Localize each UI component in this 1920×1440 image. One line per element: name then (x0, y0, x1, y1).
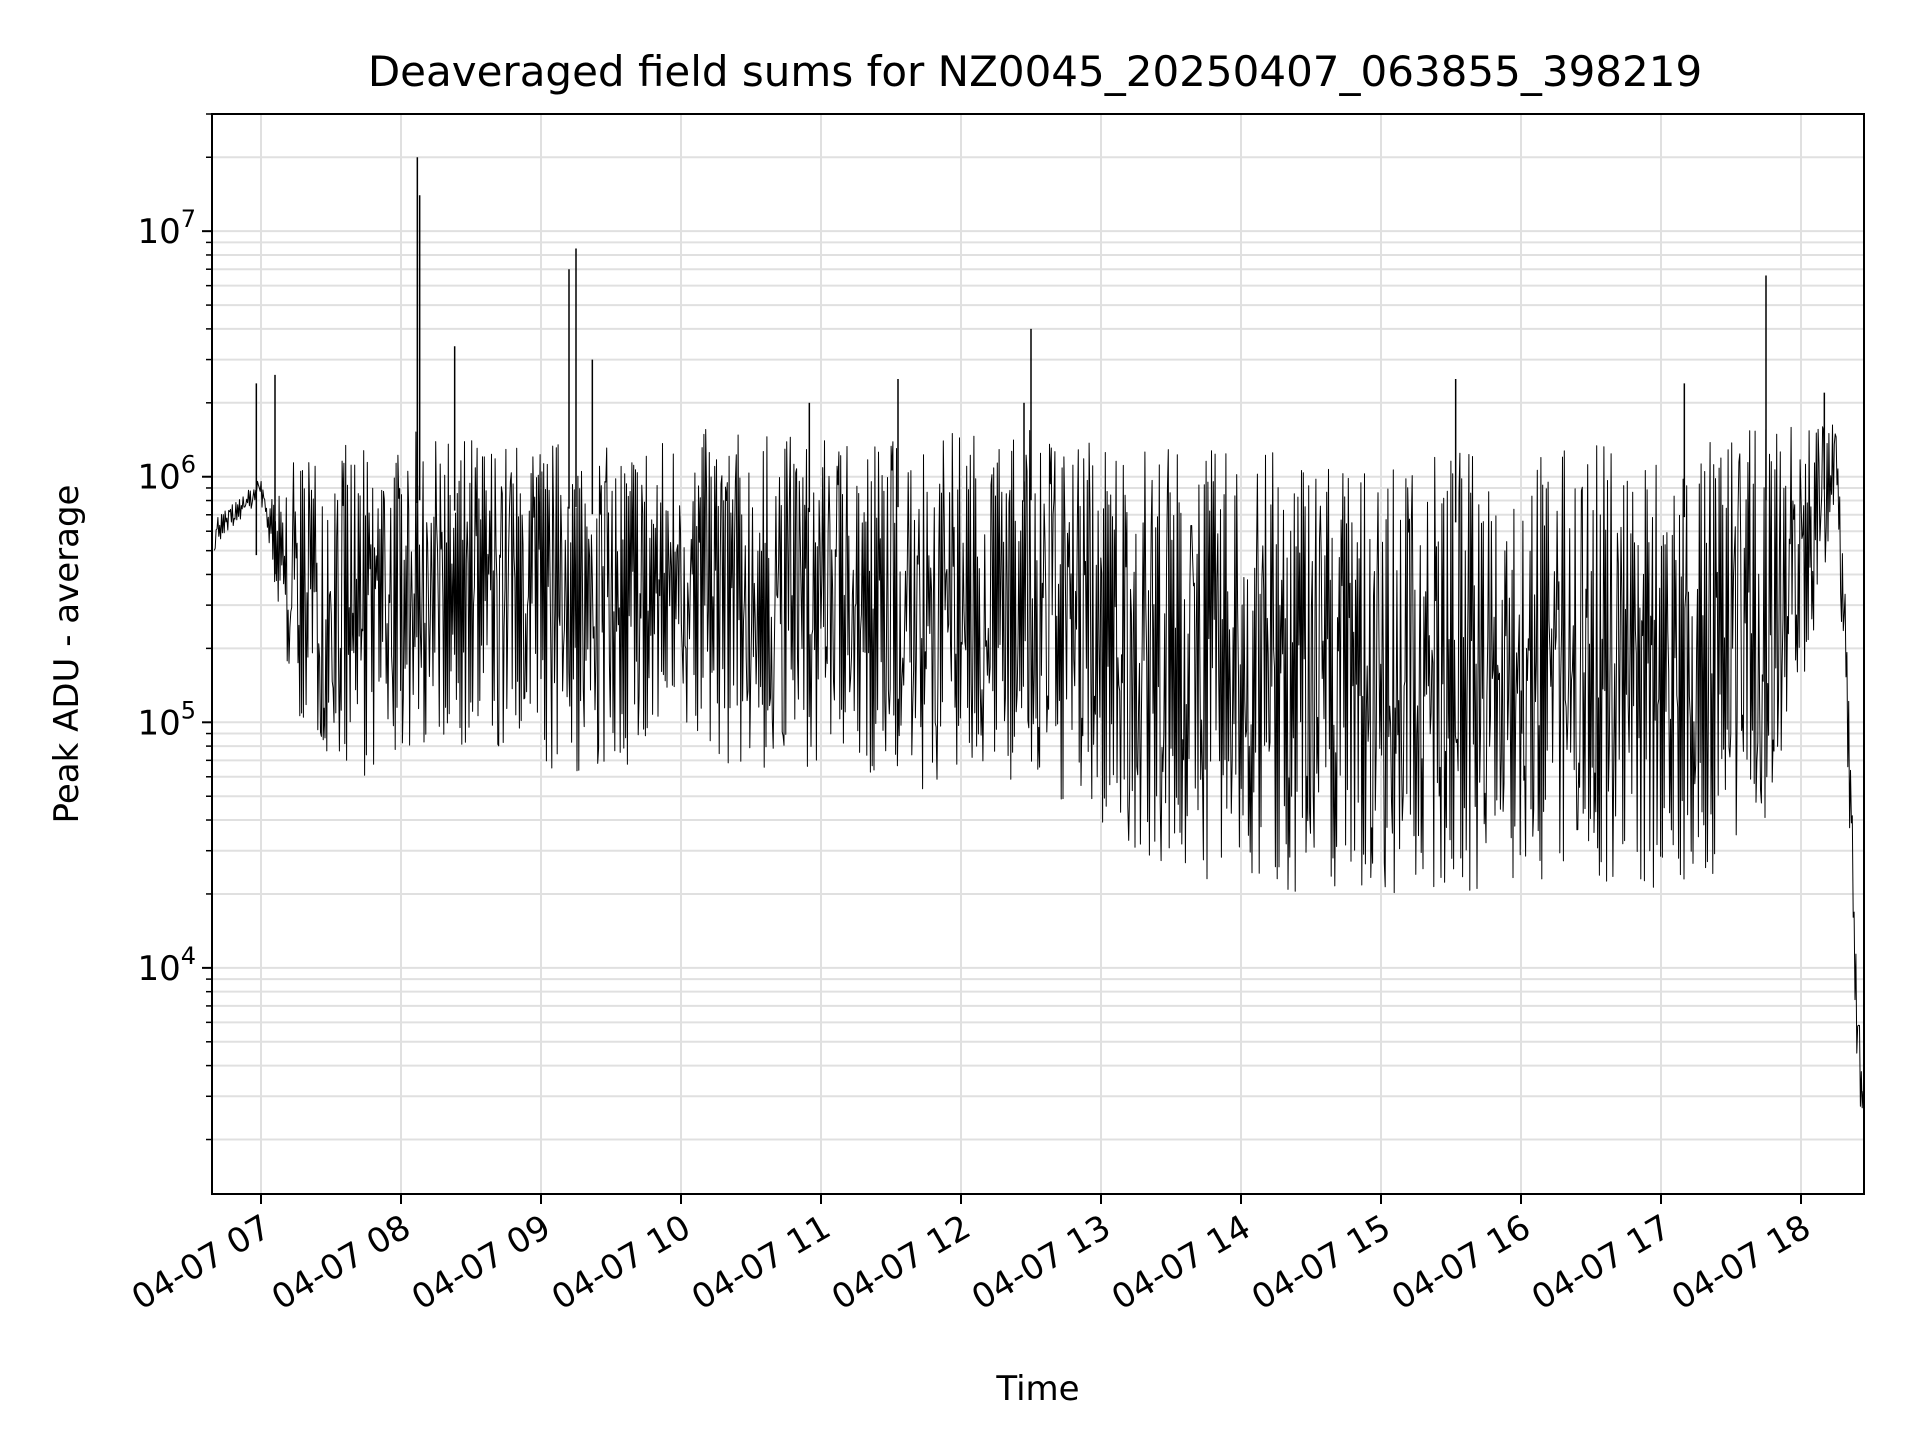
y-axis-label: Peak ADU - average (47, 485, 87, 824)
plot-area (213, 157, 1864, 1109)
x-axis-label: Time (995, 1369, 1079, 1409)
y-tick-label: 104 (137, 942, 196, 989)
chart-title: Deaveraged field sums for NZ0045_2025040… (368, 47, 1702, 96)
series-line (213, 424, 1864, 1109)
y-tick-label: 105 (137, 696, 196, 743)
axes-frame (211, 113, 1865, 1195)
grid (212, 113, 1864, 1194)
y-tick-label: 107 (137, 205, 196, 252)
y-tick-label: 106 (137, 451, 196, 498)
y-axis: 104 105 106 107 (137, 113, 212, 1141)
